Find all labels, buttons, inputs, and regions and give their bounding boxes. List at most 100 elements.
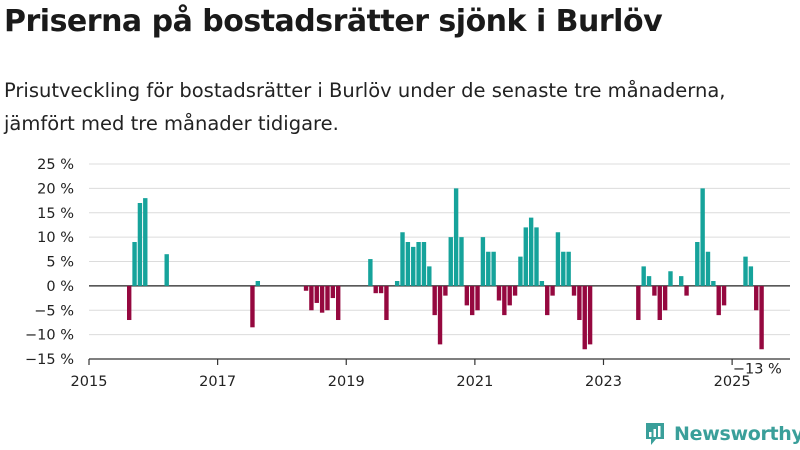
bar	[754, 285, 759, 311]
bar	[684, 285, 689, 296]
bar	[416, 242, 421, 286]
bar	[309, 285, 314, 311]
bar	[405, 242, 411, 286]
bar	[400, 232, 405, 286]
bar	[582, 285, 587, 350]
newsworthy-logo-text: Newsworthy	[674, 423, 800, 445]
y-tick-label: 20 %	[37, 181, 74, 197]
annotations: −13 %	[733, 361, 782, 377]
x-tick-label: 2021	[456, 374, 493, 390]
y-axis: 25 % 20 % 15 % 10 % 5 % 0 % −5 % −10 % −15 %	[25, 157, 74, 368]
y-tick-label: −5 %	[34, 303, 74, 319]
x-tick-label: 2025	[714, 374, 751, 390]
bar	[411, 246, 416, 286]
y-tick-label: 10 %	[37, 230, 74, 246]
bar	[561, 251, 566, 286]
x-tick-label: 2023	[585, 374, 622, 390]
bar	[705, 251, 711, 286]
bar	[743, 256, 748, 286]
newsworthy-logo-icon	[646, 423, 664, 445]
bar	[587, 285, 593, 345]
bar	[378, 285, 384, 294]
bar	[679, 276, 684, 286]
bar	[646, 276, 652, 286]
bar	[250, 285, 255, 328]
bar	[421, 242, 427, 286]
bar	[700, 188, 705, 286]
bar	[711, 281, 716, 286]
x-tick-label: 2019	[328, 374, 365, 390]
y-tick-label: −10 %	[25, 328, 74, 344]
bar	[464, 285, 470, 306]
bar	[325, 285, 330, 311]
bar	[137, 203, 143, 286]
bar	[491, 251, 496, 286]
bar	[448, 237, 453, 286]
y-tick-label: 0 %	[46, 279, 74, 295]
bar	[127, 285, 132, 321]
bar	[721, 285, 727, 306]
bar	[571, 285, 577, 296]
x-tick-label: 2015	[71, 374, 108, 390]
bar	[716, 285, 721, 316]
y-tick-label: −15 %	[25, 352, 74, 368]
bar	[437, 285, 443, 345]
newsworthy-logo: Newsworthy	[644, 419, 800, 449]
bar	[132, 242, 137, 286]
bar	[539, 281, 545, 286]
y-tick-label: 15 %	[37, 206, 74, 222]
y-tick-label: 25 %	[37, 157, 74, 173]
bar	[545, 285, 550, 316]
bar	[368, 259, 373, 286]
bar	[641, 266, 646, 286]
bar	[507, 285, 512, 306]
bar	[427, 266, 432, 286]
bar	[336, 285, 341, 321]
bar	[164, 254, 169, 286]
chart-title: Priserna på bostadsrätter sjönk i Burlöv	[4, 4, 663, 39]
bar	[384, 285, 389, 321]
bar	[143, 198, 148, 286]
bar	[314, 285, 319, 303]
bar	[577, 285, 582, 321]
bar	[636, 285, 641, 321]
bar	[394, 281, 400, 286]
latest-value-annotation: −13 %	[733, 361, 782, 377]
bar	[502, 285, 507, 316]
bar	[512, 285, 518, 296]
bar	[534, 227, 539, 286]
bar	[657, 285, 662, 321]
bar	[480, 237, 486, 286]
bar	[255, 281, 261, 286]
x-axis: 2015 2017 2019 2021 2023 2025	[71, 358, 790, 390]
bar	[668, 271, 673, 286]
y-tick-label: 5 %	[46, 255, 74, 271]
bar	[496, 285, 502, 301]
bar	[459, 237, 464, 286]
bar	[432, 285, 437, 316]
bar	[555, 232, 561, 286]
x-tick-label: 2017	[199, 374, 236, 390]
bar	[523, 227, 528, 286]
bar	[528, 217, 534, 286]
bar	[695, 242, 700, 286]
bar	[748, 266, 754, 286]
bar	[303, 285, 309, 291]
bar	[330, 285, 336, 299]
bar	[319, 285, 325, 313]
bar	[662, 285, 668, 311]
bar	[566, 251, 571, 286]
bar	[518, 256, 523, 286]
bar	[443, 285, 448, 296]
bar	[373, 285, 378, 294]
bar	[475, 285, 480, 311]
bar	[759, 285, 764, 350]
chart-subtitle: Prisutveckling för bostadsrätter i Burlö…	[4, 79, 726, 135]
bar	[652, 285, 657, 296]
bar	[453, 188, 459, 286]
bars	[127, 188, 764, 350]
bar	[469, 285, 475, 316]
bar	[486, 251, 491, 286]
bar	[550, 285, 555, 296]
